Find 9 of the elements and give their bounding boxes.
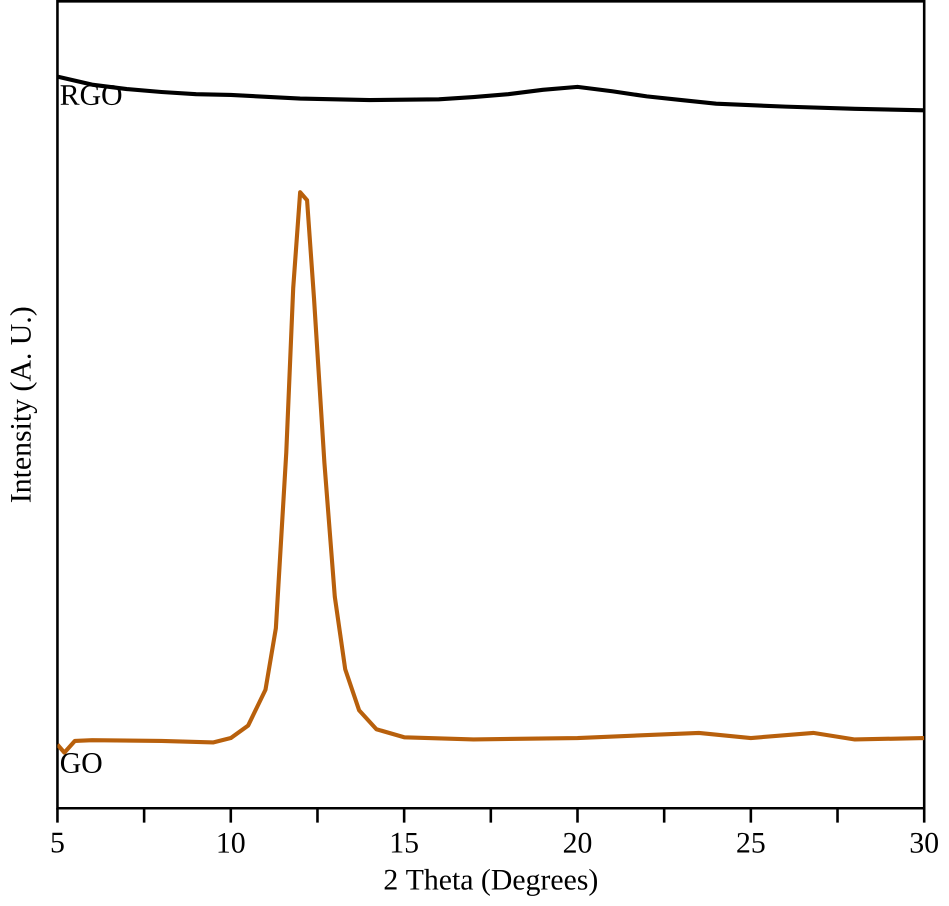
- x-tick-label: 10: [218, 832, 245, 853]
- x-axis-title: 2 Theta (Degrees): [384, 868, 597, 896]
- x-tick-label: 20: [564, 832, 592, 853]
- y-axis-title: Intensity (A. U.): [10, 308, 38, 502]
- x-tick-label: 15: [392, 832, 418, 853]
- x-tick-label: 5: [52, 832, 64, 853]
- x-tick-label: 30: [910, 832, 938, 853]
- series-label: GO: [60, 753, 102, 774]
- x-tick-label: 25: [737, 832, 765, 853]
